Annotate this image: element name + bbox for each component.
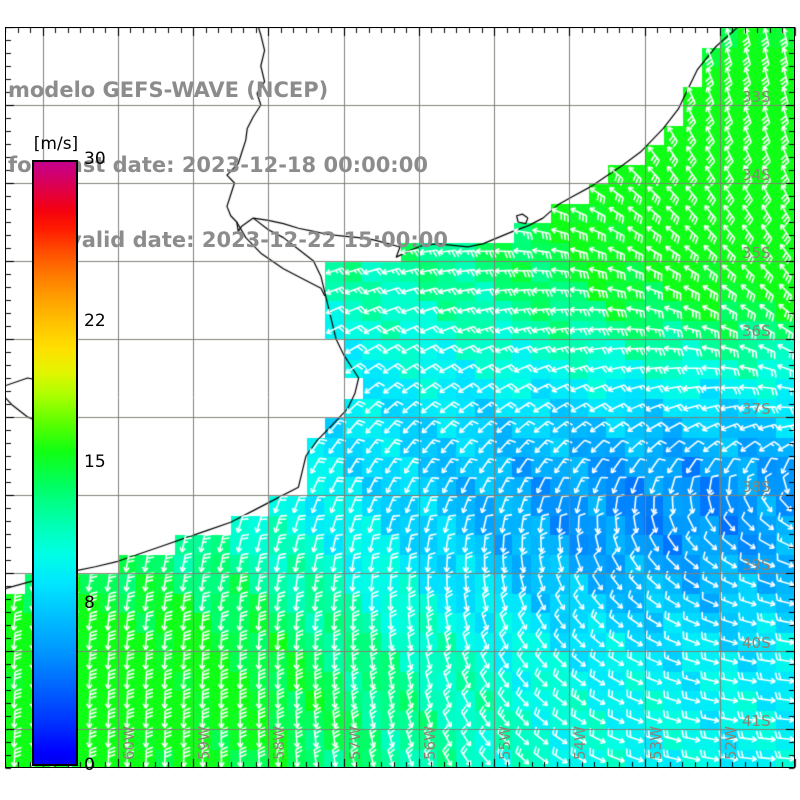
latitude-label: 34S (742, 166, 771, 184)
colorbar-tick-label: 8 (84, 593, 95, 614)
latitude-label: 32S (742, 27, 771, 28)
latitude-label: 39S (742, 556, 771, 574)
latitude-label: 33S (742, 88, 771, 106)
colorbar-gradient (32, 160, 78, 766)
longitude-label: 56W (420, 726, 439, 760)
longitude-label: 53W (646, 726, 665, 760)
longitude-label: 52W (721, 726, 740, 760)
colorbar (32, 160, 78, 766)
latitude-label: 37S (742, 400, 771, 418)
longitude-label: 55W (496, 726, 515, 760)
title-valid-date-line: valid date: 2023-12-22 15:00:00 (68, 228, 448, 252)
latitude-label: 35S (742, 244, 771, 262)
longitude-label: 57W (345, 726, 364, 760)
latitude-label: 41S (742, 712, 771, 730)
longitude-label: 59W (195, 726, 214, 760)
chart-title: modelo GEFS-WAVE (NCEP) forecast date: 2… (8, 28, 528, 303)
title-model-line: modelo GEFS-WAVE (NCEP) (8, 78, 329, 102)
latitude-label: 40S (742, 634, 771, 652)
latitude-label: 38S (742, 478, 771, 496)
latitude-label: 36S (742, 322, 771, 340)
longitude-label: 60W (119, 726, 138, 760)
colorbar-tick-label: 30 (84, 149, 106, 169)
longitude-label: 54W (571, 726, 590, 760)
colorbar-tick-label: 15 (84, 452, 106, 472)
colorbar-tick-label: 0 (84, 755, 95, 775)
colorbar-tick-label: 22 (84, 310, 106, 331)
colorbar-unit-label: [m/s] (33, 134, 79, 154)
longitude-label: 58W (270, 726, 289, 760)
